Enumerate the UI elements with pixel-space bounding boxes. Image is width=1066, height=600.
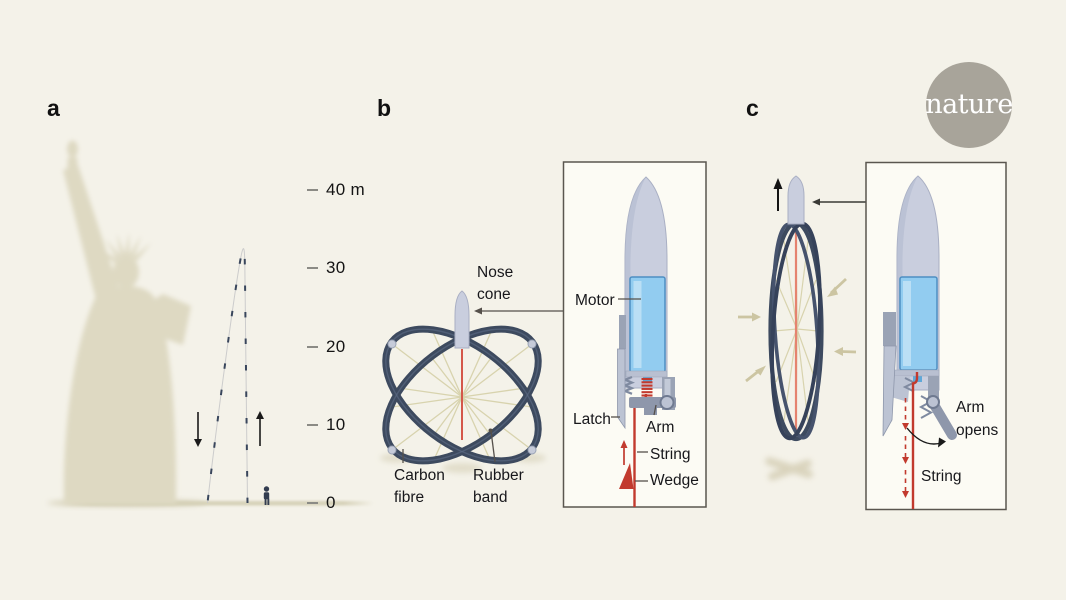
inset-c-mechanism [882,345,957,509]
spring-released-1 [902,377,917,393]
launch-up-arrow-icon [773,178,783,211]
string-label-c: String [921,468,962,485]
scale-tick-40m: 40 m [307,180,365,200]
motor-label: Motor [575,292,615,309]
arm-pivot [659,395,675,410]
arm-label: Arm [646,419,675,436]
wedge-label: Wedge [650,472,699,489]
descent-down-arrow-icon [194,412,202,447]
nose-cone-compressed [787,175,805,225]
latch-blade [617,348,626,430]
string-up-arrow-icon [620,440,628,448]
ground-line [66,501,374,506]
inset-b-rocket [619,176,668,389]
ground-shadow-x [765,457,814,481]
string-released [911,372,919,509]
nose-cone-label: Nose cone [477,264,514,303]
ring-tip-caps [387,339,537,455]
arm-open-pivot [926,395,940,409]
scale-tick-0: 0 [307,493,336,513]
panel-b-graphics [380,161,707,508]
nose-cone-shape [454,290,470,349]
tick-dash-icon [307,424,318,426]
nose-cone-arrowhead-icon [474,307,482,315]
ascent-up-arrow-icon [256,411,264,446]
latch-top [619,315,626,349]
string-label-b: String [650,446,691,463]
tick-dash-icon [307,346,318,348]
scale-tick-30: 30 [307,258,346,278]
arm-opens-curved-arrow-icon [906,427,942,445]
squeeze-arrows-icon [738,277,857,383]
tick-dash-icon [307,267,318,269]
statue-of-liberty-silhouette [63,140,191,504]
panel-a-label: a [47,95,60,121]
tick-dash-icon [307,189,318,191]
panel-a-graphics [47,140,374,507]
panel-c-graphics [738,161,1007,511]
arm-opens-label: Arm opens [956,399,999,439]
panel-c-label: c [746,95,759,121]
panel-b-leaders [402,307,563,463]
arm-open-bar [928,398,957,440]
jump-trajectory [206,247,249,504]
trajectory-dashes [206,247,249,504]
wedge-shape [619,463,634,489]
inset-b-mechanism [617,348,676,507]
rubber-band-label: Rubber band [473,467,524,506]
string-down-arrows-icon [902,398,909,498]
carbon-fibre-label: Carbon fibre [394,467,445,506]
scale-tick-10: 10 [307,415,346,435]
inset-c-rocket [883,175,940,391]
latch-open [882,345,897,437]
inset-c-arrowhead-icon [812,198,820,206]
nature-logo-text: nature [925,88,1013,120]
person-silhouette [263,486,270,505]
inset-c-pointer [812,198,866,206]
nature-logo: nature [925,62,1013,148]
panel-b-label: b [377,95,392,121]
wound-string-coil [641,377,653,397]
inset-b-leaders [611,298,657,482]
scale-tick-20: 20 [307,337,346,357]
tick-dash-icon [307,502,318,504]
latch-label: Latch [573,411,611,428]
